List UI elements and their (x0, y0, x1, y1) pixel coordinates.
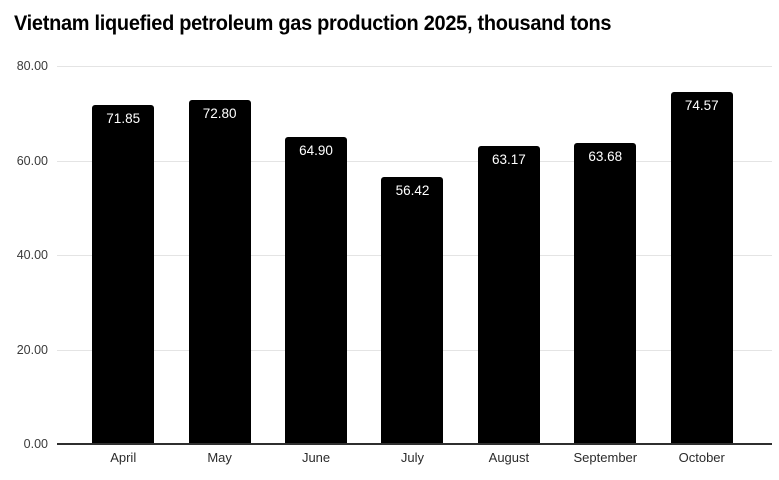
gridline (57, 66, 772, 67)
chart-title: Vietnam liquefied petroleum gas producti… (14, 12, 612, 35)
y-tick-label: 40.00 (16, 248, 48, 262)
y-axis: 0.00 20.00 40.00 60.00 80.00 (0, 59, 48, 451)
bar-group: 56.42 (364, 66, 460, 444)
bar-value-label: 72.80 (202, 106, 237, 122)
gridline (57, 160, 772, 162)
bar: 64.90 (285, 137, 348, 444)
bar: 63.68 (574, 143, 637, 444)
bar: 74.57 (670, 91, 733, 444)
bar: 72.80 (188, 100, 251, 444)
bars: 71.85 72.80 64.90 56.42 63.17 63.68 74.57 (75, 66, 750, 444)
x-axis-baseline (57, 443, 772, 445)
y-tick-label: 0.00 (23, 437, 48, 451)
bar-value-label: 64.90 (299, 143, 333, 159)
bar-group: 72.80 (171, 66, 267, 444)
plot-area: 71.85 72.80 64.90 56.42 63.17 63.68 74.57 (57, 66, 772, 445)
x-tick-label: April (110, 450, 137, 465)
bar: 71.85 (92, 104, 155, 444)
bar: 56.42 (381, 177, 444, 444)
bar-group: 63.17 (461, 66, 557, 444)
x-tick-label: June (301, 450, 331, 465)
y-tick-label: 20.00 (16, 342, 48, 357)
x-tick-label: August (488, 450, 530, 465)
bar-value-label: 71.85 (106, 110, 141, 126)
bar-group: 64.90 (268, 66, 364, 444)
bar-group: 71.85 (75, 66, 171, 444)
y-tick-label: 80.00 (16, 59, 48, 73)
y-tick-label: 60.00 (16, 153, 48, 168)
x-tick-label: May (207, 450, 232, 465)
x-tick-label: July (400, 450, 425, 465)
bar-value-label: 56.42 (395, 183, 430, 199)
bar-value-label: 74.57 (684, 97, 719, 113)
x-axis: April May June July August September October (75, 450, 750, 466)
bar-value-label: 63.17 (491, 151, 526, 167)
bar-group: 74.57 (654, 66, 750, 444)
bar-group: 63.68 (557, 66, 653, 444)
x-tick-label: October (678, 450, 725, 465)
bar-value-label: 63.68 (588, 149, 623, 165)
x-tick-label: September (573, 450, 638, 465)
bar: 63.17 (477, 145, 540, 444)
